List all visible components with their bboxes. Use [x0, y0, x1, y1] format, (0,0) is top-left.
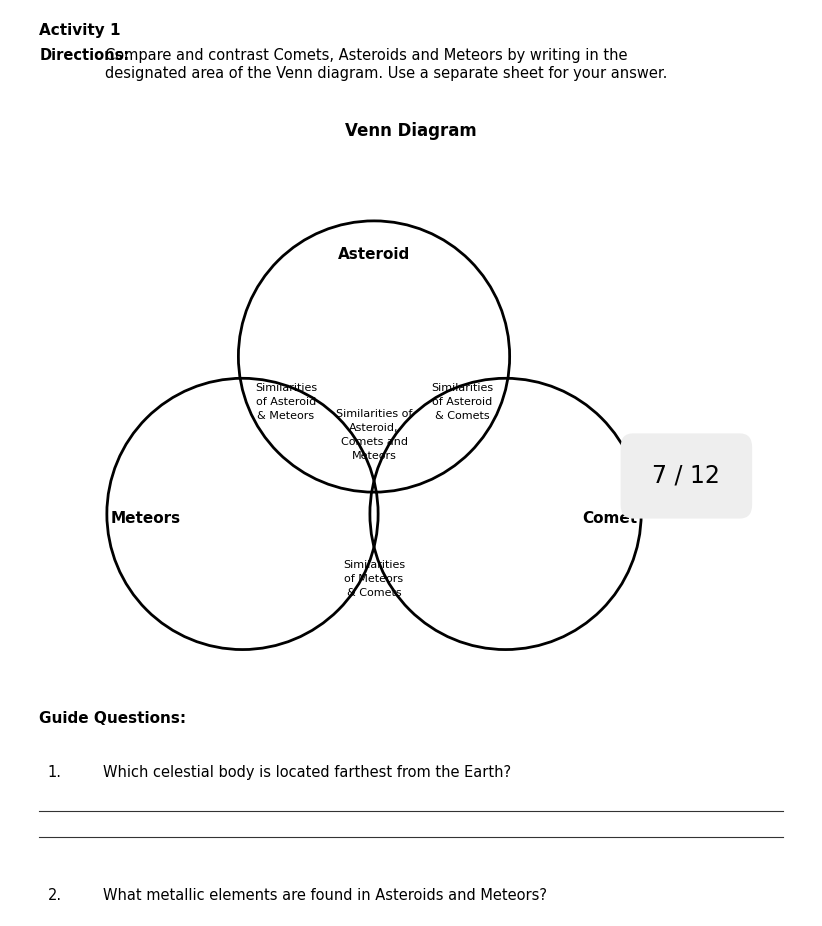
Text: 7 / 12: 7 / 12 — [653, 464, 720, 488]
Text: Similarities
of Asteroid
& Comets: Similarities of Asteroid & Comets — [431, 382, 493, 421]
Text: 1.: 1. — [48, 765, 62, 780]
Text: Asteroid: Asteroid — [338, 247, 410, 262]
FancyBboxPatch shape — [621, 433, 752, 519]
Text: Activity 1: Activity 1 — [39, 23, 121, 38]
Text: Comet: Comet — [582, 511, 637, 526]
Text: Similarities
of Meteors
& Comets: Similarities of Meteors & Comets — [343, 559, 405, 598]
Text: Similarities
of Asteroid
& Meteors: Similarities of Asteroid & Meteors — [255, 382, 317, 421]
Text: What metallic elements are found in Asteroids and Meteors?: What metallic elements are found in Aste… — [103, 888, 547, 903]
Text: Which celestial body is located farthest from the Earth?: Which celestial body is located farthest… — [103, 765, 511, 780]
Text: Guide Questions:: Guide Questions: — [39, 711, 187, 726]
Text: Venn Diagram: Venn Diagram — [345, 122, 477, 140]
Text: Compare and contrast Comets, Asteroids and Meteors by writing in the
designated : Compare and contrast Comets, Asteroids a… — [105, 48, 667, 81]
Text: Directions:: Directions: — [39, 48, 130, 63]
Text: Meteors: Meteors — [111, 511, 181, 526]
Text: Similarities of
Asteroid,
Comets and
Meteors: Similarities of Asteroid, Comets and Met… — [336, 409, 412, 461]
Text: 2.: 2. — [48, 888, 62, 903]
